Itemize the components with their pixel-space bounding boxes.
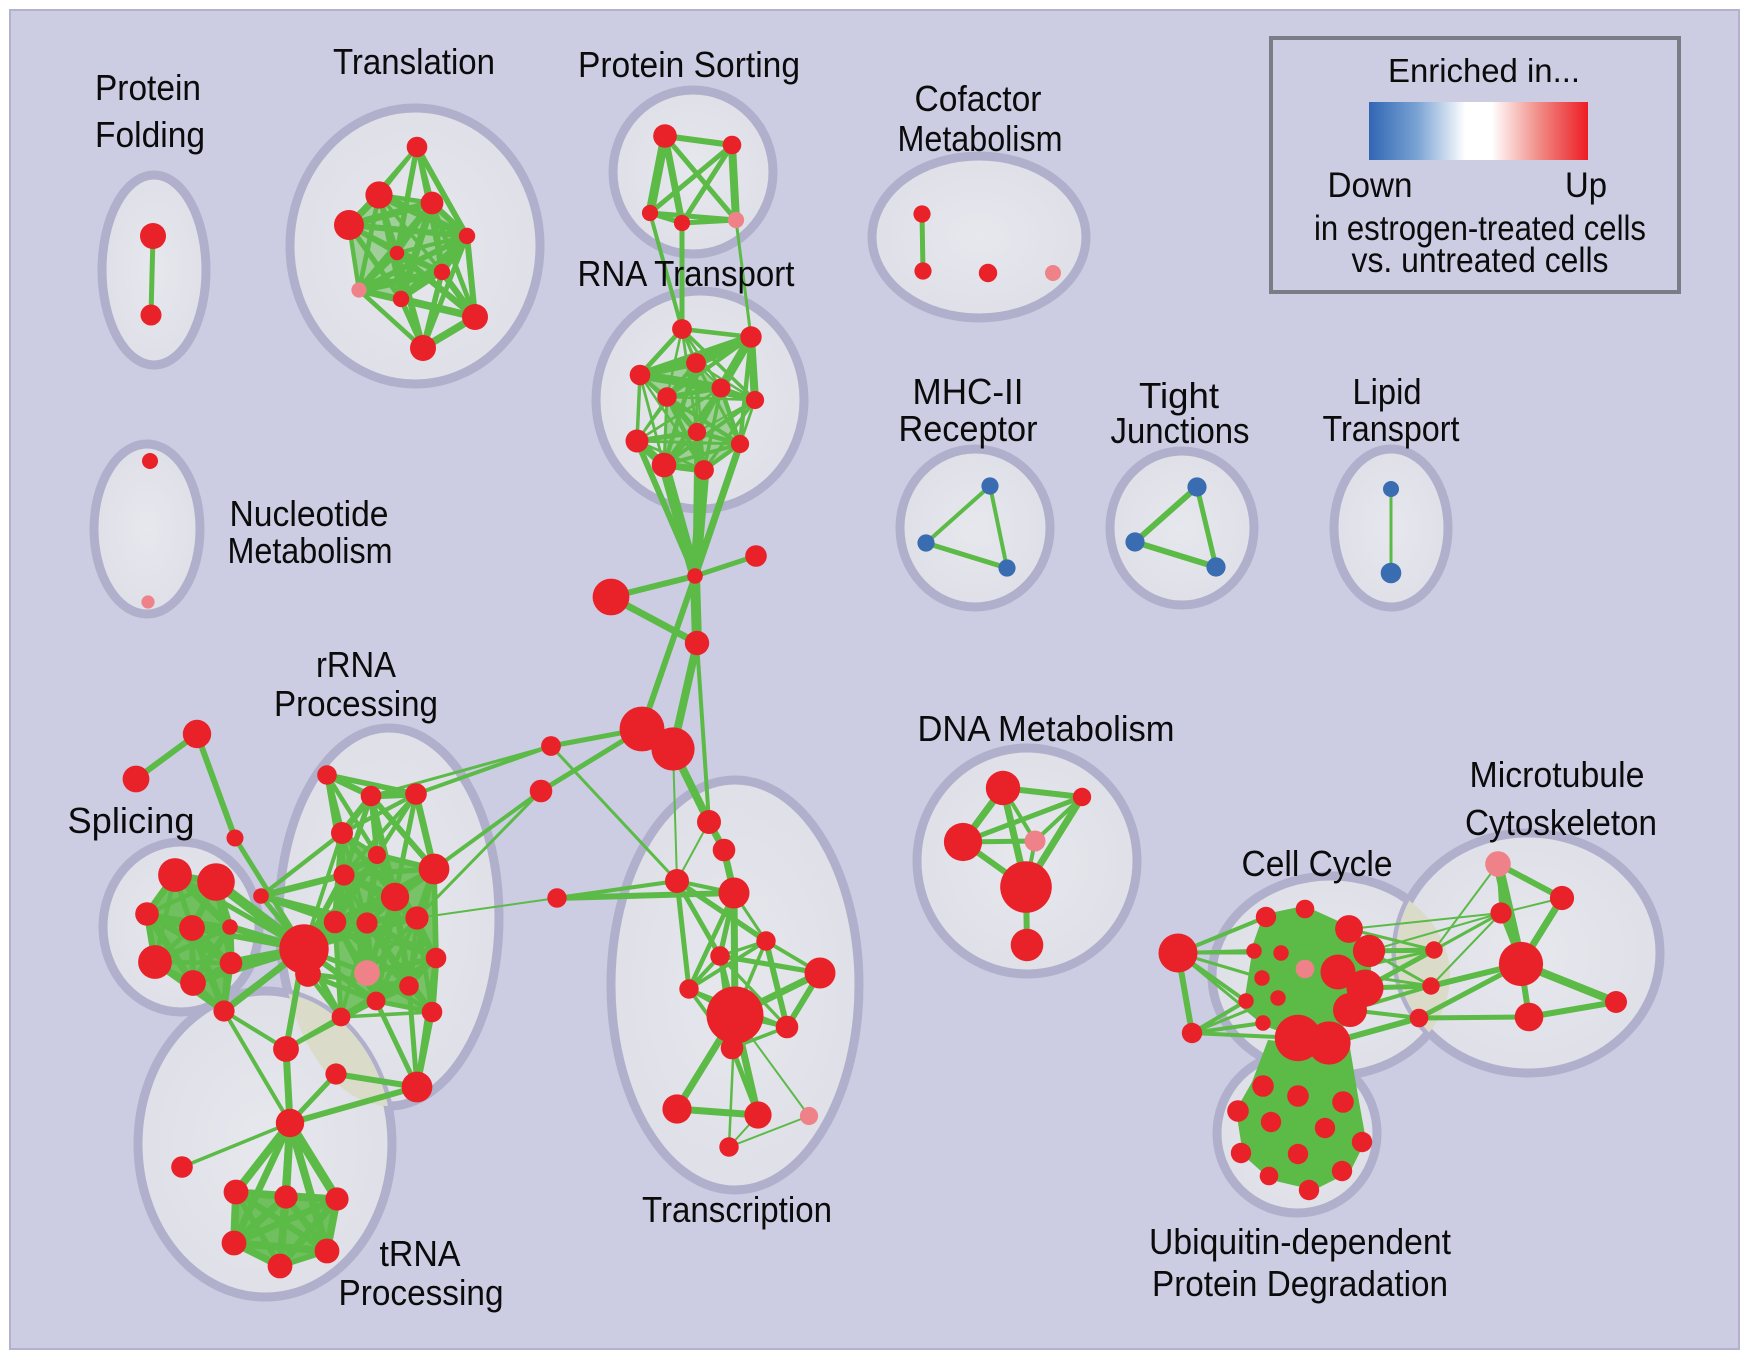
svg-text:Translation: Translation — [333, 41, 495, 82]
svg-text:in estrogen-treated cells: in estrogen-treated cells — [1314, 209, 1646, 248]
svg-text:Processing: Processing — [274, 683, 438, 724]
svg-text:Cell Cycle: Cell Cycle — [1242, 843, 1393, 884]
svg-text:DNA Metabolism: DNA Metabolism — [918, 708, 1175, 749]
svg-text:vs. untreated cells: vs. untreated cells — [1352, 241, 1609, 280]
svg-text:rRNA: rRNA — [316, 644, 396, 685]
svg-text:Nucleotide: Nucleotide — [230, 493, 389, 534]
svg-text:Processing: Processing — [339, 1272, 504, 1313]
svg-text:Splicing: Splicing — [68, 800, 195, 841]
svg-text:Metabolism: Metabolism — [228, 530, 393, 571]
svg-text:Transcription: Transcription — [642, 1189, 832, 1230]
svg-text:Ubiquitin-dependent: Ubiquitin-dependent — [1149, 1221, 1451, 1262]
svg-text:MHC-II: MHC-II — [913, 371, 1024, 412]
svg-text:Cofactor: Cofactor — [915, 78, 1042, 119]
svg-text:tRNA: tRNA — [380, 1233, 461, 1274]
svg-text:Folding: Folding — [95, 114, 205, 155]
svg-text:Protein: Protein — [95, 67, 201, 108]
svg-text:Metabolism: Metabolism — [898, 118, 1063, 159]
svg-text:Enriched in...: Enriched in... — [1388, 52, 1580, 89]
svg-text:Protein Sorting: Protein Sorting — [578, 44, 800, 85]
svg-text:Lipid: Lipid — [1353, 371, 1422, 412]
svg-text:Cytoskeleton: Cytoskeleton — [1465, 802, 1657, 843]
svg-text:Up: Up — [1565, 166, 1607, 205]
svg-text:Junctions: Junctions — [1111, 410, 1250, 451]
svg-text:Microtubule: Microtubule — [1470, 754, 1645, 795]
svg-text:RNA Transport: RNA Transport — [578, 253, 795, 294]
svg-text:Down: Down — [1328, 166, 1413, 205]
svg-text:Protein Degradation: Protein Degradation — [1152, 1263, 1448, 1304]
svg-text:Tight: Tight — [1139, 375, 1219, 416]
svg-text:Receptor: Receptor — [899, 408, 1038, 449]
svg-text:Transport: Transport — [1323, 408, 1460, 449]
